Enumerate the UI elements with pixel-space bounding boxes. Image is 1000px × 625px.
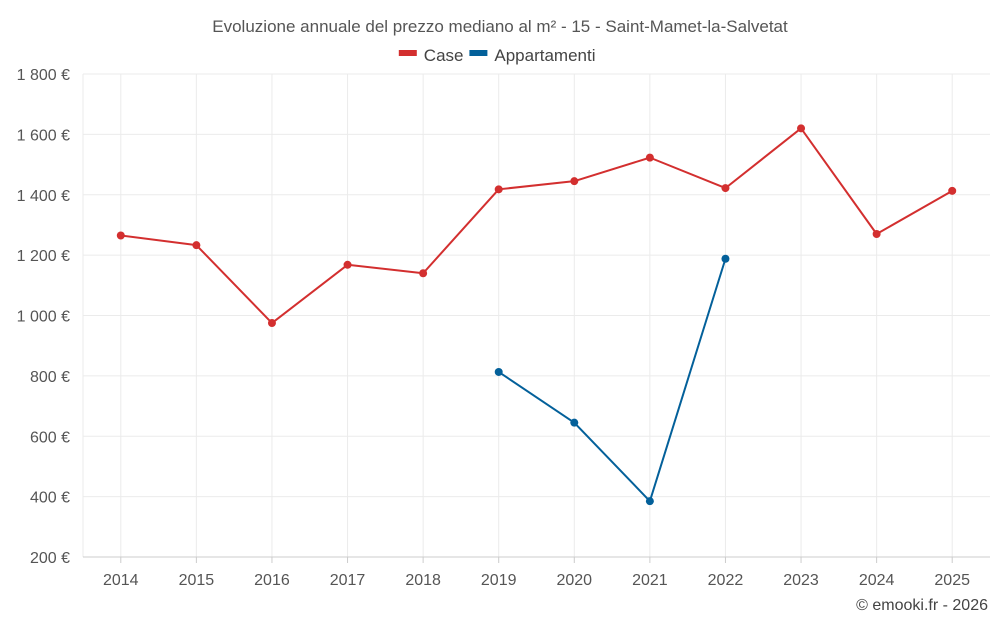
- y-tick-label: 1 000 €: [17, 309, 70, 326]
- x-tick-label: 2018: [405, 572, 441, 589]
- y-tick-label: 200 €: [30, 550, 70, 567]
- data-point[interactable]: [797, 124, 806, 133]
- data-point[interactable]: [570, 418, 579, 427]
- legend-item-case[interactable]: Case: [398, 46, 464, 65]
- axes: 200 € 400 € 600 € 800 € 1 000 € 1 200 € 1 400 …: [17, 67, 990, 589]
- data-point[interactable]: [721, 184, 730, 193]
- series-case: [116, 124, 957, 328]
- series: [116, 124, 957, 506]
- data-point[interactable]: [872, 229, 881, 238]
- x-tick-label: 2024: [859, 572, 895, 589]
- credit-text: © emooki.fr - 2026: [856, 597, 988, 614]
- y-tick-label: 600 €: [30, 429, 70, 446]
- y-tick-label: 1 800 €: [17, 67, 70, 84]
- chart-title: Evoluzione annuale del prezzo mediano al…: [212, 17, 788, 36]
- legend-swatch: [398, 50, 417, 56]
- data-point[interactable]: [645, 153, 654, 162]
- data-point[interactable]: [948, 186, 957, 195]
- x-tick-label: 2016: [254, 572, 290, 589]
- legend-item-appartamenti[interactable]: Appartamenti: [469, 46, 596, 65]
- series-appartamenti: [494, 254, 730, 506]
- x-tick-label: 2019: [481, 572, 517, 589]
- legend: Case Appartamenti: [398, 46, 596, 65]
- y-tick-label: 1 400 €: [17, 188, 70, 205]
- y-tick-label: 400 €: [30, 490, 70, 507]
- legend-label: Case: [424, 46, 464, 65]
- x-tick-label: 2022: [708, 572, 744, 589]
- legend-swatch: [469, 50, 488, 56]
- data-point[interactable]: [419, 269, 428, 278]
- y-tick-label: 1 200 €: [17, 248, 70, 265]
- y-tick-label: 1 600 €: [17, 127, 70, 144]
- x-tick-label: 2025: [934, 572, 970, 589]
- series-line: [120, 127, 953, 325]
- series-line: [498, 258, 727, 503]
- x-tick-label: 2021: [632, 572, 668, 589]
- y-tick-label: 800 €: [30, 369, 70, 386]
- x-tick-label: 2017: [330, 572, 366, 589]
- data-point[interactable]: [116, 231, 125, 240]
- data-point[interactable]: [343, 260, 352, 269]
- data-point[interactable]: [645, 497, 654, 506]
- x-tick-label: 2015: [179, 572, 215, 589]
- x-tick-label: 2023: [783, 572, 819, 589]
- grid: [83, 73, 990, 557]
- x-tick-label: 2020: [556, 572, 592, 589]
- x-tick-label: 2014: [103, 572, 139, 589]
- data-point[interactable]: [192, 241, 201, 250]
- data-point[interactable]: [267, 319, 276, 328]
- data-point[interactable]: [721, 254, 730, 263]
- legend-label: Appartamenti: [494, 46, 595, 65]
- data-point[interactable]: [494, 185, 503, 194]
- data-point[interactable]: [570, 177, 579, 186]
- data-point[interactable]: [494, 367, 503, 376]
